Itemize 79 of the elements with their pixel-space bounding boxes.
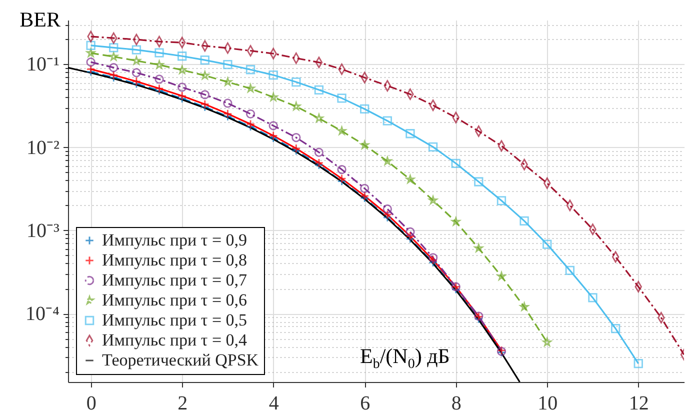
point [86,40,96,50]
x-tick-label: 0 [86,392,96,414]
legend-label: Импульс при τ = 0,6 [102,290,248,310]
point [337,164,346,174]
point [428,142,438,152]
point [109,63,118,72]
legend-label: Импульс при τ = 0,7 [102,270,248,290]
point [428,255,438,265]
legend-label: Импульс при τ = 0,8 [102,250,248,270]
y-tick-label: 10⁻⁴ [26,303,60,326]
point [428,253,438,262]
point [588,293,598,302]
x-tick-label: 4 [268,392,279,414]
point [178,52,187,61]
point [337,94,346,103]
point [451,158,460,168]
x-axis-title: E$_{b}$/(N$_{0}$) дБ [360,344,450,374]
legend-label: Импульс при τ = 0,4 [102,330,248,350]
point [86,64,96,74]
point [132,76,142,86]
point [154,84,164,94]
y-axis-title: BER [20,8,60,32]
point [200,90,210,100]
x-tick-label: 8 [451,392,462,414]
point [132,68,142,78]
point [200,56,210,65]
point [223,60,232,70]
point [314,148,324,157]
x-tick-label: 12 [628,392,649,414]
legend-label: Импульс при τ = 0,9 [102,230,248,250]
point [268,70,278,80]
y-tick-label: 10⁻² [26,136,60,159]
point [314,85,324,94]
point [109,43,118,52]
point [406,232,415,241]
point [109,70,118,80]
legend-label: Теоретический QPSK [102,350,260,370]
y-tick-label: 10⁻³ [26,220,60,242]
x-tick-label: 2 [178,392,188,414]
point [314,158,324,168]
point [178,82,187,92]
legend-label: Импульс при τ = 0,5 [102,310,248,330]
y-tick-label: 10⁻¹ [26,54,60,76]
point [360,104,370,114]
point [246,109,256,118]
point [337,174,346,184]
point [86,58,96,67]
point [292,144,301,153]
point [268,131,278,140]
point [223,98,232,108]
point [520,216,529,226]
point [542,240,552,249]
point [406,129,415,138]
point [223,77,232,86]
point [360,191,370,200]
point [246,120,256,129]
point [634,358,643,368]
point [382,204,392,214]
point [223,109,232,118]
point [178,91,187,100]
point [382,210,392,220]
point [246,65,256,74]
point [200,100,210,109]
point [406,227,415,236]
point [496,196,506,206]
point [154,74,164,84]
point [565,266,574,275]
point [154,48,164,58]
point [132,45,142,54]
x-tick-label: 10 [538,392,558,414]
x-tick-label: 6 [360,392,370,414]
point [292,132,301,142]
point [474,177,484,186]
point [360,184,370,193]
point [382,116,392,126]
point [610,324,620,334]
point [337,126,346,135]
point [268,121,278,130]
point [292,77,301,87]
